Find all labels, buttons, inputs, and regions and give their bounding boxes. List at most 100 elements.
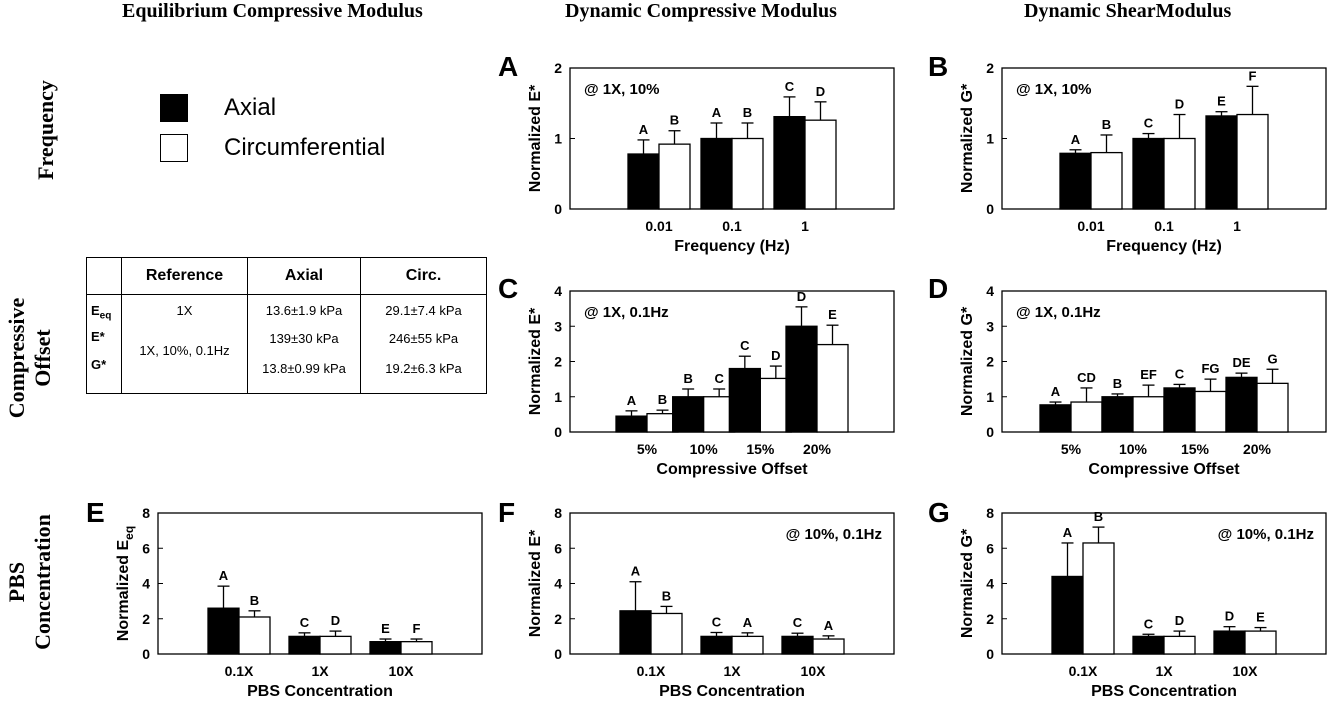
panel-b-significance-letter: D bbox=[1175, 97, 1184, 112]
panel-d-ylabel-text: Normalized G* bbox=[959, 306, 976, 416]
panel-d-bar-axial bbox=[1225, 376, 1258, 433]
panel-g-significance-letter: D bbox=[1175, 613, 1184, 628]
panel-b-bar-circumferential bbox=[1236, 113, 1269, 210]
column-header-dynamic-shear: Dynamic ShearModulus bbox=[1024, 0, 1232, 22]
panel-e-bar-circumferential bbox=[238, 616, 271, 655]
panel-g-xtick-label: 10X bbox=[1233, 663, 1259, 679]
panel-b-bar-circumferential bbox=[1090, 151, 1123, 210]
panel-d-bar-circumferential bbox=[1070, 401, 1103, 433]
panel-b-bar-axial bbox=[1059, 152, 1092, 210]
panel-c-bar-axial bbox=[672, 396, 705, 433]
panel-f-significance-letter: B bbox=[662, 588, 671, 603]
panel-c-ylabel: Normalized E* bbox=[527, 307, 544, 415]
panel-b-significance-letter: E bbox=[1217, 94, 1226, 109]
panel-f-annotation: @ 10%, 0.1Hz bbox=[786, 526, 882, 543]
panel-c-ytick-label: 0 bbox=[554, 424, 562, 440]
panel-b-ytick-label: 1 bbox=[986, 131, 994, 147]
panel-c-bar-axial bbox=[728, 367, 761, 433]
panel-e-significance-letter: C bbox=[300, 615, 310, 630]
row-label-eeq: Eeq bbox=[91, 303, 121, 329]
panel-d-xtick-label: 5% bbox=[1061, 441, 1082, 457]
panel-d-significance-letter: G bbox=[1267, 351, 1277, 366]
panel-e-ytick-label: 4 bbox=[142, 576, 150, 592]
panel-a-significance-letter: D bbox=[816, 84, 825, 99]
panel-g-ytick-label: 8 bbox=[986, 505, 994, 521]
panel-d-bar-axial bbox=[1163, 387, 1196, 433]
panel-a-bar-circumferential bbox=[658, 143, 691, 210]
panel-g-significance-letter: C bbox=[1144, 616, 1154, 631]
panel-c-ylabel-text: Normalized E* bbox=[527, 307, 544, 415]
legend-label-axial: Axial bbox=[224, 94, 277, 121]
panel-a-xtick-label: 1 bbox=[801, 218, 809, 234]
reference-value-dynamic: 1X, 10%, 0.1Hz bbox=[139, 343, 230, 358]
panel-e-ytick-label: 8 bbox=[142, 505, 150, 521]
panel-e-significance-letter: B bbox=[250, 593, 259, 608]
panel-d-ytick-label: 4 bbox=[986, 283, 994, 299]
panel-a-xlabel: Frequency (Hz) bbox=[674, 238, 790, 255]
panel-c-bar-axial bbox=[615, 415, 648, 433]
panel-e-xtick-label: 0.1X bbox=[225, 663, 254, 679]
panel-c-ytick-label: 4 bbox=[554, 283, 562, 299]
panel-g-ytick-label: 2 bbox=[986, 611, 994, 627]
panel-e-ylabel-subscript: eq bbox=[122, 526, 136, 540]
panel-a-significance-letter: B bbox=[670, 113, 679, 128]
panel-f-bar-axial bbox=[781, 635, 814, 655]
reference-table-reference-col: 1X 1X, 10%, 0.1Hz bbox=[121, 294, 248, 394]
panel-a-significance-letter: A bbox=[712, 105, 722, 120]
panel-d-annotation: @ 1X, 0.1Hz bbox=[1016, 304, 1101, 321]
panel-b-letter: B bbox=[928, 51, 948, 82]
panel-g-ylabel-text: Normalized G* bbox=[959, 528, 976, 638]
panel-c-significance-letter: D bbox=[797, 289, 806, 304]
panel-b-xlabel: Frequency (Hz) bbox=[1106, 238, 1222, 255]
panel-b-ytick-label: 2 bbox=[986, 60, 994, 76]
panel-f-xtick-label: 1X bbox=[723, 663, 741, 679]
panel-f-significance-letter: A bbox=[743, 615, 753, 630]
panel-d-significance-letter: B bbox=[1113, 376, 1122, 391]
panel-a-annotation: @ 1X, 10% bbox=[584, 81, 660, 98]
panel-c-xtick-label: 20% bbox=[803, 441, 832, 457]
panel-f-significance-letter: A bbox=[824, 618, 834, 633]
panel-e-bar-circumferential bbox=[319, 635, 352, 655]
panel-f-bar-axial bbox=[700, 635, 733, 655]
panel-d-significance-letter: CD bbox=[1077, 370, 1096, 385]
panel-b-bar-circumferential bbox=[1163, 137, 1196, 210]
panel-e-ytick-label: 2 bbox=[142, 611, 150, 627]
panel-f-ytick-label: 0 bbox=[554, 646, 562, 662]
panel-d-xtick-label: 10% bbox=[1119, 441, 1148, 457]
panel-c-significance-letter: D bbox=[771, 348, 780, 363]
panel-b-bar-axial bbox=[1205, 115, 1238, 210]
panel-g-ytick-label: 6 bbox=[986, 540, 994, 556]
panel-a-xtick-label: 0.1 bbox=[722, 218, 742, 234]
panel-c-xlabel: Compressive Offset bbox=[656, 461, 808, 478]
panel-c-significance-letter: A bbox=[627, 393, 637, 408]
panel-f-significance-letter: C bbox=[712, 614, 722, 629]
panel-b-annotation: @ 1X, 10% bbox=[1016, 81, 1092, 98]
panel-e-xlabel: PBS Concentration bbox=[247, 683, 393, 700]
reference-value-1x: 1X bbox=[176, 303, 193, 318]
panel-a-significance-letter: C bbox=[785, 79, 795, 94]
panel-e-ylabel-text: Normalized E bbox=[115, 540, 132, 642]
panel-d-letter: D bbox=[928, 273, 948, 304]
panel-f-ytick-label: 8 bbox=[554, 505, 562, 521]
panel-g-significance-letter: D bbox=[1225, 609, 1234, 624]
panel-a-bar-axial bbox=[773, 115, 806, 210]
panel-f-significance-letter: C bbox=[793, 615, 803, 630]
panel-a-bar-axial bbox=[700, 137, 733, 210]
panel-e-significance-letter: E bbox=[381, 621, 390, 636]
panel-b-significance-letter: B bbox=[1102, 117, 1111, 132]
panel-a-ylabel: Normalized E* bbox=[527, 84, 544, 192]
reference-table: Reference Axial Circ. Eeq E* G* 1X 1X, 1… bbox=[86, 257, 487, 394]
circ-gstar: 19.2±6.3 kPa bbox=[385, 361, 462, 376]
panel-c-bar-circumferential bbox=[816, 343, 849, 433]
panel-c-xtick-label: 5% bbox=[637, 441, 658, 457]
panel-e-xtick-label: 1X bbox=[311, 663, 329, 679]
reference-table-body: Eeq E* G* 1X 1X, 10%, 0.1Hz 13.6±1.9 kPa… bbox=[86, 294, 487, 394]
panel-f-bar-circumferential bbox=[650, 612, 683, 655]
panel-f-xtick-label: 0.1X bbox=[637, 663, 666, 679]
legend-swatch-circumferential bbox=[160, 134, 188, 162]
legend-item-circumferential: Circumferential bbox=[160, 128, 385, 168]
panel-b-bar-axial bbox=[1132, 137, 1165, 210]
panel-d-ytick-label: 0 bbox=[986, 424, 994, 440]
panel-b-significance-letter: F bbox=[1249, 68, 1257, 83]
